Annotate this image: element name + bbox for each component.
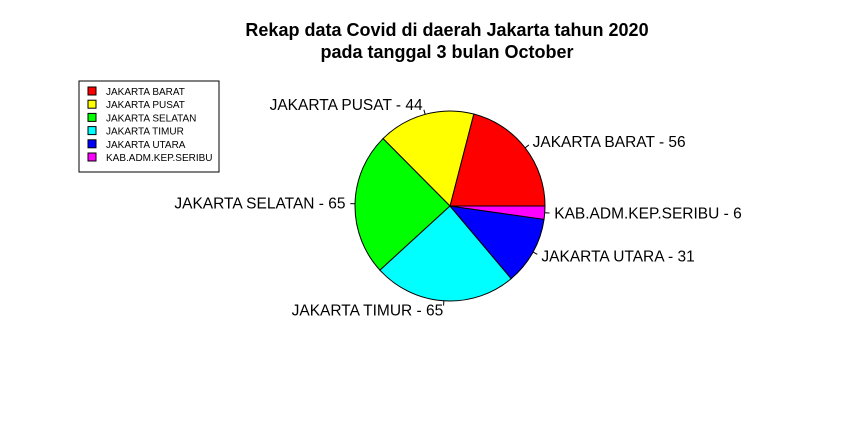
pie-slice-labels: JAKARTA BARAT - 56 JAKARTA PUSAT - 44 JAKA…	[174, 97, 741, 319]
legend-swatch	[87, 112, 97, 122]
pie-leader-line	[532, 251, 538, 255]
legend-swatch	[87, 99, 97, 109]
pie-leader-lines	[350, 109, 550, 306]
legend-label: JAKARTA SELATAN	[106, 113, 196, 124]
pie-leader-line	[524, 144, 530, 149]
legend-label: JAKARTA UTARA	[106, 140, 186, 151]
pie-slice-jakarta-pusat	[382, 110, 475, 207]
pie-slice-label: JAKARTA SELATAN - 65	[174, 196, 345, 213]
legend-swatch	[87, 139, 97, 149]
chart-title-line-2: pada tanggal 3 bulan October	[320, 42, 573, 62]
legend-label: JAKARTA TIMUR	[106, 127, 184, 138]
legend-label: JAKARTA BARAT	[106, 87, 185, 98]
legend-box	[78, 80, 220, 173]
chart-title-line-1: Rekap data Covid di daerah Jakarta tahun…	[245, 20, 648, 40]
pie-slice-label: JAKARTA UTARA - 31	[541, 249, 694, 266]
chart-legend: JAKARTA BARAT JAKARTA PUSAT JAKARTA SELATA…	[78, 80, 220, 173]
pie-slice-label: JAKARTA PUSAT - 44	[270, 97, 423, 114]
legend-swatch	[87, 152, 97, 162]
chart-title: Rekap data Covid di daerah Jakarta tahun…	[245, 20, 648, 62]
legend-label: KAB.ADM.KEP.SERIBU	[106, 153, 213, 164]
pie-leader-line	[423, 109, 426, 115]
legend-swatch	[87, 126, 97, 136]
pie-slices	[354, 110, 546, 302]
pie-slice-label: JAKARTA TIMUR - 65	[292, 302, 444, 319]
legend-label: JAKARTA PUSAT	[106, 100, 185, 111]
legend-swatch	[87, 86, 97, 96]
pie-slice-jakarta-utara	[448, 205, 545, 280]
pie-slice-label: KAB.ADM.KEP.SERIBU - 6	[554, 205, 742, 222]
pie-slice-label: JAKARTA BARAT - 56	[533, 134, 686, 151]
